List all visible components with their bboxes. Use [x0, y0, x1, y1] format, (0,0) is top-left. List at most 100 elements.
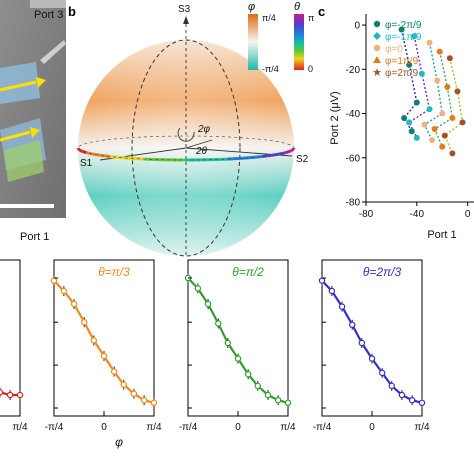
subplot-point: [244, 371, 252, 378]
c-fit-curves: [400, 29, 464, 154]
c-point: [429, 137, 436, 144]
equator-back: [77, 135, 295, 161]
s2-label: S2: [296, 154, 309, 165]
subplot-xtick-label: π/4: [414, 422, 430, 433]
subplot-point: [81, 319, 88, 326]
c-axes: -80 -60 -40 -20 0 -80 -40 0: [346, 14, 474, 220]
subplot-frame: [187, 259, 289, 417]
subplot-point: [418, 399, 426, 406]
scale-bar: [0, 204, 54, 208]
subplot-point: [254, 382, 261, 390]
subplot-point: [0, 389, 4, 396]
c-point: [446, 55, 453, 62]
c-point: [434, 77, 441, 84]
subplot-point: [284, 399, 292, 406]
c-point: [411, 33, 418, 40]
theta-colorbar: [294, 14, 304, 70]
c-legend: φ=-2π/9φ=-1π/9φ=0φ=1π/9★ φ=2π/9: [372, 20, 422, 79]
c-xtick-label: 0: [465, 209, 471, 220]
subplot-point: [274, 397, 282, 404]
legend-marker: ★: [372, 67, 382, 79]
c-fit-line: [408, 35, 431, 139]
c-point: [439, 143, 446, 150]
c-point: [444, 83, 451, 90]
flake-green: [4, 140, 44, 182]
subplot-title: θ=2π/3: [363, 265, 402, 279]
subplot-point: [130, 390, 138, 397]
theta-colorbar-title: θ: [294, 1, 300, 13]
legend-label: φ=2π/9: [385, 68, 419, 79]
phi-arc: [177, 127, 195, 142]
subplot-frame: [0, 259, 21, 417]
subplot-point: [224, 339, 232, 347]
subplot-point: [120, 381, 127, 388]
c-fit-line: [400, 29, 418, 132]
phi-angle-label: 2φ: [197, 124, 211, 135]
c-point: [459, 119, 466, 126]
c-xtick-label: -80: [359, 209, 374, 220]
subplot-point: [140, 397, 148, 404]
c-xtick-label: -40: [410, 209, 425, 220]
meridian: [131, 39, 241, 257]
panel-label-c: c: [318, 4, 325, 19]
subplot-point: [378, 369, 386, 377]
flake-blue-top: [0, 62, 40, 104]
c-point: [436, 48, 443, 55]
c-data-points: [398, 26, 466, 157]
subplot-xtick-label: -π/4: [45, 422, 64, 433]
device-image: [0, 0, 66, 218]
panel-a: Port 3 Port 1: [0, 0, 66, 243]
subplot-point: [150, 399, 158, 406]
equator-segment: [85, 151, 90, 155]
s1-label: S1: [80, 158, 93, 169]
arrow-shaft-bottom: [0, 130, 31, 142]
panel-c: c Port 2 (μV) Port 1 -80 -60 -40 -20 0 -80 -40…: [318, 4, 474, 241]
equator-ring: [76, 135, 296, 162]
subplot-xtick-label: 0: [235, 422, 241, 433]
c-ytick-label: -20: [346, 65, 361, 76]
subplot-point: [204, 300, 212, 308]
subplot-point: [70, 300, 78, 308]
subplot-point: [388, 382, 395, 390]
c-point: [408, 128, 415, 135]
subplot-title: θ=π/2: [232, 265, 264, 279]
bottom-row: θ=0-π/40π/4θ=π/3-π/40π/4θ=π/2-π/40π/4θ=2…: [0, 259, 430, 449]
subplot-point: [368, 355, 376, 362]
c-point: [449, 150, 456, 157]
port3-lead: [30, 0, 66, 8]
legend-marker: [373, 20, 381, 28]
panel-label-b: b: [68, 4, 76, 19]
port3-label: Port 3: [34, 9, 63, 21]
legend-marker: [373, 32, 381, 40]
c-ytick-label: -80: [346, 198, 361, 209]
c-point: [449, 114, 456, 121]
subplot-point: [264, 391, 272, 399]
theta-angle-label: 2θ: [195, 146, 208, 157]
arrow-head-top: [36, 77, 46, 88]
subplot-title: θ=π/3: [98, 265, 130, 279]
port1-label: Port 1: [20, 231, 49, 243]
c-point: [421, 121, 428, 128]
theta-colorbar-min: 0: [308, 64, 313, 74]
theta-colorbar-max: π: [308, 13, 314, 23]
arrow-shaft-top: [0, 80, 37, 92]
subplot-point: [318, 277, 326, 284]
c-fit-line: [423, 42, 443, 141]
phi-colorbar: [248, 14, 258, 70]
subplot-point: [6, 391, 14, 399]
s3-label: S3: [178, 4, 191, 15]
subplot-xtick-label: π/4: [146, 422, 162, 433]
subplot-frame: [53, 259, 155, 417]
subplot-xtick-label: -π/4: [313, 422, 332, 433]
legend-marker: [373, 44, 381, 52]
subplot-fit-curve: [53, 279, 155, 404]
c-point: [426, 106, 433, 113]
panel-b: b 2φ 2θ S1 S2 S3 φ π/4 -π/4 θ π 0: [68, 1, 314, 257]
subplot-point: [194, 285, 202, 292]
legend-label: φ=-1π/9: [385, 32, 422, 43]
subplot-point: [349, 321, 356, 328]
legend-marker: [373, 56, 381, 63]
c-point: [426, 39, 433, 46]
subplot-point: [358, 339, 366, 347]
